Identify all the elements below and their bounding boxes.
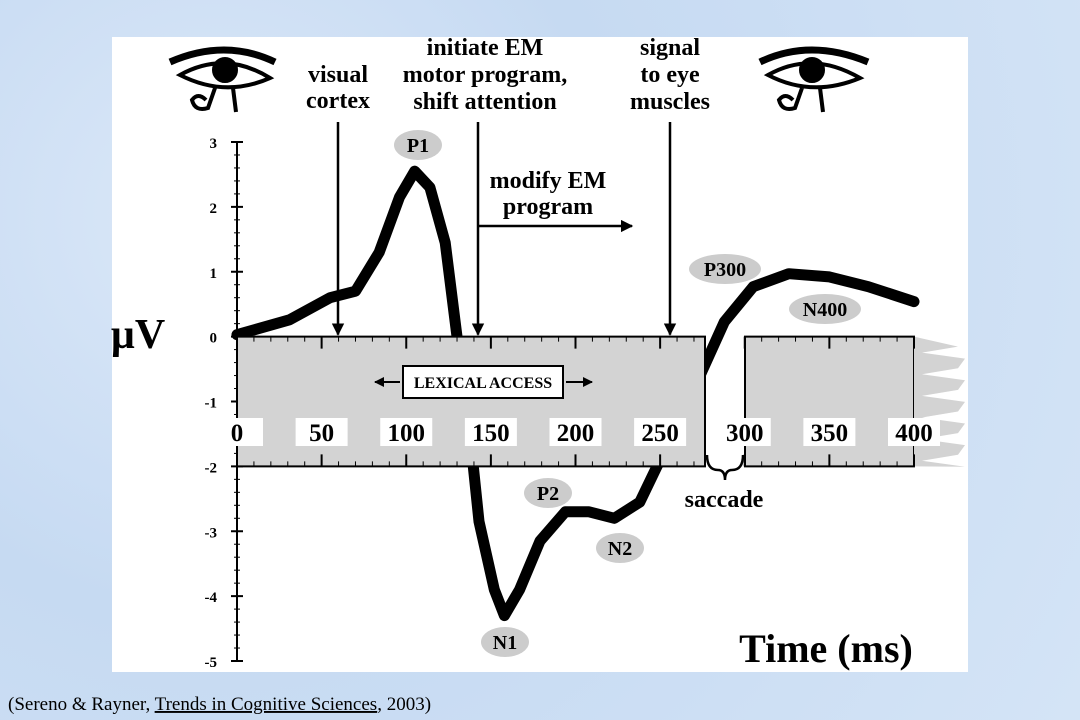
x-tick-label: 350: [811, 420, 849, 447]
annotation: visual: [308, 62, 368, 88]
peak-badge: [481, 627, 529, 657]
tick-label-bg: [718, 418, 771, 446]
tick-label-bg: [888, 418, 940, 446]
x-tick-label: 300: [726, 420, 764, 447]
citation-authors: (Sereno & Rayner,: [8, 694, 155, 715]
annotation: motor program,: [403, 62, 567, 88]
x-tick-label: 150: [472, 420, 510, 447]
y-tick-label: -3: [205, 525, 218, 541]
tick-label-bg: [211, 418, 263, 446]
x-tick-label: 200: [557, 420, 595, 447]
time-band: [236, 335, 706, 468]
annotation: program: [503, 194, 593, 220]
annotation: to eye: [640, 62, 700, 88]
eye-icon: [168, 46, 277, 113]
x-tick-label: 400: [895, 420, 933, 447]
x-tick-label: 0: [231, 420, 244, 447]
peak-label: P300: [704, 259, 746, 281]
annotation: muscles: [630, 89, 710, 115]
peak-badge: [789, 294, 861, 324]
tick-label-bg: [803, 418, 856, 446]
y-tick-label: -4: [205, 590, 218, 606]
tick-label-bg: [295, 418, 348, 446]
y-axis-label: µV: [111, 312, 166, 358]
x-axis-label: Time (ms): [739, 626, 913, 671]
x-tick-label: 50: [309, 420, 334, 447]
y-tick-label: -5: [205, 655, 218, 671]
tick-label-bg: [634, 418, 687, 446]
tick-label-bg: [549, 418, 602, 446]
tick-label-bg: [464, 418, 517, 446]
x-tick-label: 100: [388, 420, 426, 447]
y-tick-label: 3: [210, 136, 218, 152]
y-tick-label: -2: [205, 460, 218, 476]
annotation: signal: [640, 35, 700, 61]
y-tick-label: 2: [210, 201, 218, 217]
annotation: saccade: [685, 487, 764, 513]
annotation: cortex: [306, 88, 370, 114]
peak-badge: [689, 254, 761, 284]
peak-label: N400: [803, 299, 847, 321]
peak-badge: [524, 478, 572, 508]
peak-label: P1: [407, 135, 429, 157]
annotation: modify EM: [490, 168, 607, 194]
y-tick-label: 0: [210, 331, 218, 347]
peak-label: N2: [608, 538, 632, 560]
y-tick-label: 1: [210, 266, 218, 282]
x-tick-label: 250: [641, 420, 679, 447]
eye-icon: [758, 46, 870, 113]
citation-year: , 2003): [377, 694, 431, 715]
peak-label: N1: [493, 632, 517, 654]
y-tick-label: -1: [205, 396, 218, 412]
tick-label-bg: [380, 418, 433, 446]
citation: (Sereno & Rayner, Trends in Cognitive Sc…: [8, 694, 431, 715]
peak-badge: [596, 533, 644, 563]
citation-journal: Trends in Cognitive Sciences: [155, 694, 378, 715]
annotation: initiate EM: [427, 35, 544, 61]
saccade-brace: [705, 454, 745, 481]
annotation: shift attention: [413, 89, 556, 115]
annotation: LEXICAL ACCESS: [414, 375, 552, 392]
peak-badge: [394, 130, 442, 160]
peak-label: P2: [537, 483, 559, 505]
lexical-box: [402, 365, 564, 399]
